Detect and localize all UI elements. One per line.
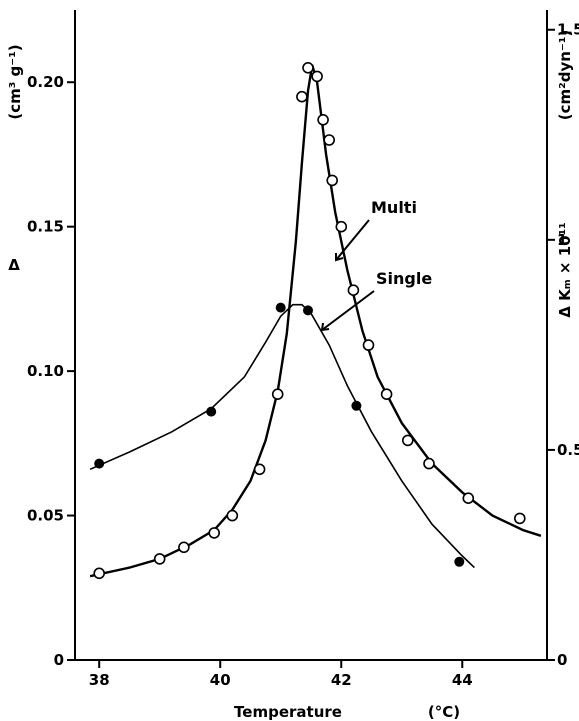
data-point-single <box>275 302 286 313</box>
series-line-single <box>89 303 475 569</box>
left-y-axis-label: Δ <box>8 256 20 274</box>
x-axis-unit: (°C) <box>428 703 460 721</box>
x-tick-label: 38 <box>89 671 110 689</box>
data-point-single <box>302 305 313 316</box>
single-arrow <box>321 290 375 331</box>
multi-arrow <box>335 219 370 261</box>
data-point-multi <box>335 220 348 233</box>
data-point-multi <box>253 463 266 476</box>
data-point-multi <box>326 174 339 187</box>
series-label-single: Single <box>376 269 432 288</box>
data-point-multi <box>317 114 329 126</box>
curves <box>89 64 542 578</box>
data-point-single <box>351 400 362 411</box>
ticks: 38 40 42 44 0 0.05 0.10 0.15 0.20 0 0.5 1 1.5 <box>27 21 579 689</box>
data-point-single <box>454 556 465 567</box>
left-y-tick-label: 0.20 <box>27 73 64 91</box>
data-point-multi <box>153 553 166 565</box>
series-annotations: Multi Single <box>320 198 432 332</box>
data-point-multi <box>296 90 308 103</box>
series-line-multi <box>89 64 542 578</box>
data-point-multi <box>323 134 336 146</box>
right-y-tick-label: 0.5 <box>557 441 579 459</box>
left-y-tick-label: 0.15 <box>27 218 64 236</box>
points <box>93 62 526 580</box>
data-point-multi <box>271 388 284 401</box>
data-point-multi <box>226 509 239 522</box>
data-point-multi <box>208 527 220 539</box>
right-y-tick-label: 0 <box>557 651 567 669</box>
data-point-multi <box>513 512 526 525</box>
data-point-single <box>206 406 217 417</box>
right-y-tick-label: 1 <box>557 231 567 249</box>
data-point-multi <box>302 62 314 74</box>
right-y-axis-label: Δ Kₘ × 10¹¹ <box>556 222 574 317</box>
data-point-multi <box>311 70 323 83</box>
data-point-multi <box>93 567 105 580</box>
data-point-multi <box>178 541 190 554</box>
right-y-axis-unit: (cm²dyn⁻¹) <box>556 30 574 120</box>
data-point-multi <box>347 284 360 297</box>
data-point-multi <box>380 388 393 401</box>
left-y-tick-label: 0 <box>54 651 64 669</box>
multi-arrow-head <box>335 253 344 262</box>
axes <box>74 10 548 661</box>
data-point-multi <box>423 457 435 470</box>
x-axis-label: Temperature <box>234 703 342 721</box>
x-tick-label: 40 <box>210 671 231 689</box>
data-point-multi <box>401 434 414 447</box>
left-y-tick-label: 0.10 <box>27 362 64 380</box>
data-point-multi <box>362 339 375 351</box>
right-y-tick-label: 1.5 <box>557 21 579 39</box>
x-tick-label: 44 <box>452 671 473 689</box>
data-point-multi <box>462 492 475 505</box>
series-label-multi: Multi <box>371 198 417 217</box>
x-tick-label: 42 <box>331 671 352 689</box>
left-y-axis-unit: (cm³ g⁻¹) <box>6 44 24 119</box>
single-arrow-head <box>320 322 330 332</box>
data-point-single <box>94 458 105 469</box>
left-y-tick-label: 0.05 <box>27 507 64 525</box>
